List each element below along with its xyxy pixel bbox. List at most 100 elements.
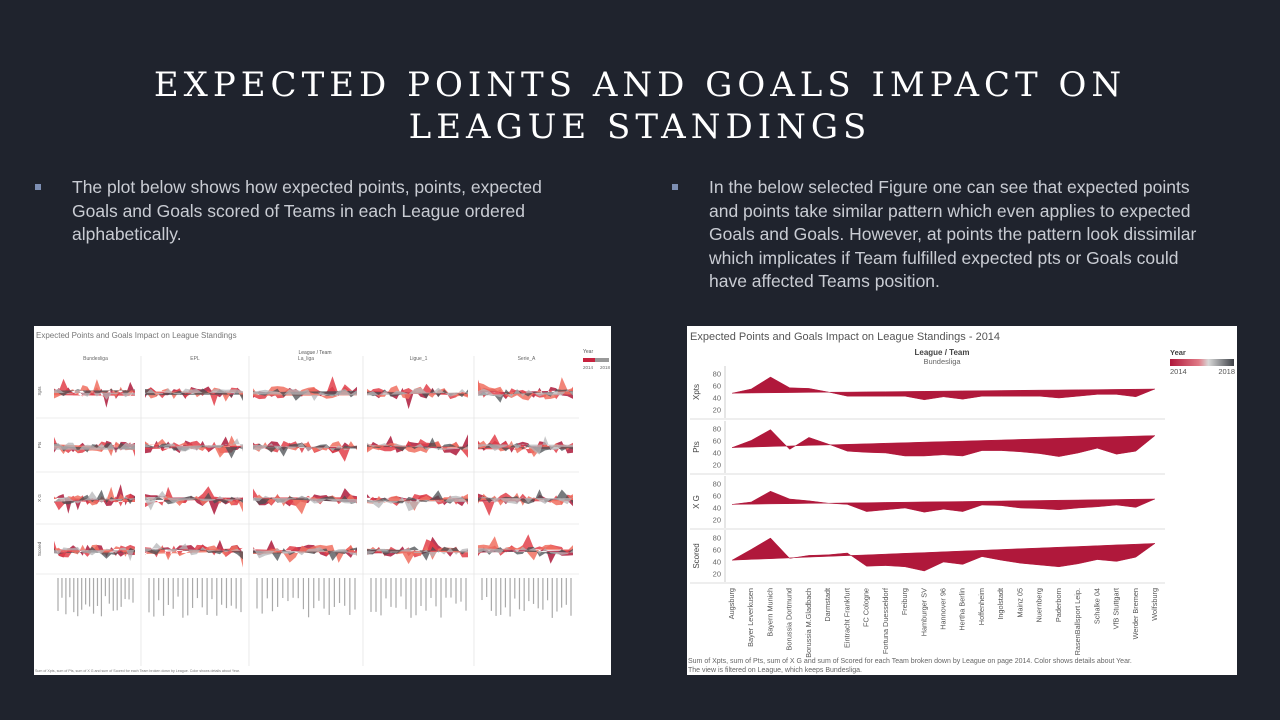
bullet-right: In the below selected Figure one can see… — [672, 176, 1214, 294]
overview-area-mark — [478, 492, 573, 506]
overview-area-mark — [478, 545, 573, 564]
overview-area-mark — [253, 544, 357, 563]
y-tick-label: 80 — [713, 480, 721, 489]
x-tick-label: Darmstadt — [823, 588, 832, 622]
y-tick-label: 20 — [713, 570, 721, 579]
overview-row-label: Scored — [37, 541, 42, 556]
overview-row-label: X G — [37, 494, 42, 502]
y-tick-label: 80 — [713, 425, 721, 434]
x-tick-label: Augsburg — [727, 588, 736, 619]
overview-area-mark — [145, 387, 243, 407]
overview-area-mark — [54, 544, 135, 557]
overview-area-mark — [478, 377, 573, 401]
bullet-right-text: In the below selected Figure one can see… — [709, 177, 1197, 291]
x-tick-label: Freiburg — [900, 588, 909, 615]
overview-area-mark — [253, 547, 357, 562]
chart-footer-line2: The view is filtered on League, which ke… — [688, 667, 862, 674]
overview-area-mark — [145, 494, 243, 515]
overview-row-label: Xpts — [37, 386, 42, 396]
overview-area-mark — [253, 547, 357, 559]
league-overview-chart[interactable]: Expected Points and Goals Impact on Leag… — [34, 326, 611, 675]
y-tick-label: 40 — [713, 394, 721, 403]
legend-title: Year — [1170, 348, 1186, 357]
y-tick-label: 20 — [713, 406, 721, 415]
bullet-marker — [672, 184, 678, 190]
overview-area-mark — [145, 388, 243, 395]
y-tick-label: 40 — [713, 504, 721, 513]
overview-area-mark — [478, 536, 573, 561]
y-tick-label: 40 — [713, 558, 721, 567]
overview-area-mark — [145, 443, 243, 459]
overview-area-mark — [253, 442, 357, 457]
overview-area-mark — [54, 442, 135, 452]
slide-title-line2: LEAGUE STANDINGS — [408, 107, 872, 147]
x-tick-label: Paderborn — [1054, 588, 1063, 622]
x-tick-label: Ingolstadt — [996, 588, 1005, 620]
area-series-scored — [731, 537, 1156, 572]
chart-header: League / Team — [915, 348, 970, 357]
overview-area-mark — [145, 438, 243, 452]
overview-league-label: La_liga — [298, 356, 314, 362]
x-tick-label: VfB Stuttgart — [1112, 588, 1121, 629]
overview-area-mark — [367, 495, 468, 512]
y-tick-label: 20 — [713, 516, 721, 525]
overview-league-label: Bundesliga — [83, 356, 108, 362]
x-tick-label: Eintracht Frankfurt — [842, 588, 851, 648]
overview-league-label: EPL — [190, 356, 200, 362]
x-tick-label: Bayern Munich — [765, 588, 774, 637]
x-tick-label: Hertha Berlin — [958, 588, 967, 631]
x-tick-label: Hamburger SV — [919, 588, 928, 636]
overview-area-mark — [367, 545, 468, 565]
x-tick-label: Schalke 04 — [1092, 588, 1101, 624]
x-tick-label: Borussia Dortmund — [785, 588, 794, 650]
bundesliga-2014-chart[interactable]: Expected Points and Goals Impact on Leag… — [687, 326, 1237, 675]
overview-legend-bar — [583, 358, 609, 362]
chart-league-label: Bundesliga — [923, 357, 961, 366]
overview-area-mark — [367, 494, 468, 506]
chart-title: Expected Points and Goals Impact on Leag… — [690, 331, 1000, 343]
bullet-left-text: The plot below shows how expected points… — [72, 177, 542, 244]
overview-area-mark — [253, 495, 357, 504]
overview-area-mark — [367, 546, 468, 561]
overview-legend-title: Year — [583, 349, 593, 355]
y-tick-label: 80 — [713, 534, 721, 543]
overview-area-mark — [253, 376, 357, 400]
overview-legend-bar-red — [583, 358, 595, 362]
overview-row-label: Pts — [37, 441, 42, 448]
overview-area-mark — [478, 496, 573, 505]
x-tick-label: Hoffenheim — [977, 588, 986, 625]
y-tick-label: 60 — [713, 546, 721, 555]
row-label-scored: Scored — [692, 543, 701, 568]
overview-league-label: Serie_A — [518, 356, 536, 362]
overview-area-mark — [367, 439, 468, 458]
overview-area-mark — [54, 486, 135, 506]
overview-league-label: Ligue_1 — [410, 356, 428, 362]
overview-area-mark — [54, 491, 135, 504]
legend-min-label: 2014 — [1170, 367, 1187, 376]
y-tick-label: 60 — [713, 437, 721, 446]
x-tick-label: Borussia M.Gladbach — [804, 588, 813, 658]
x-tick-label: Hannover 96 — [939, 588, 948, 630]
overview-area-mark — [145, 545, 243, 568]
area-series-pts — [731, 429, 1156, 457]
x-tick-label: Fortuna Duesseldorf — [881, 587, 890, 654]
overview-area-mark — [478, 440, 573, 454]
overview-title: Expected Points and Goals Impact on Leag… — [36, 331, 237, 340]
x-tick-label: Werder Bremen — [1131, 588, 1140, 639]
overview-area-mark — [253, 389, 357, 401]
bundesliga-2014-svg: Expected Points and Goals Impact on Leag… — [688, 331, 1235, 674]
overview-header: League / Team — [299, 350, 332, 356]
x-tick-label: FC Cologne — [862, 588, 871, 627]
overview-area-mark — [54, 388, 135, 397]
overview-area-mark — [367, 547, 468, 558]
overview-footer: Sum of Xpts, sum of Pts, sum of X G and … — [35, 669, 240, 673]
overview-area-mark — [367, 437, 468, 451]
overview-area-mark — [478, 386, 573, 400]
row-label-xg: X G — [692, 495, 701, 509]
slide-title: EXPECTED POINTS AND GOALS IMPACT ON LEAG… — [0, 64, 1280, 148]
overview-area-mark — [54, 388, 135, 400]
overview-area-mark — [145, 490, 243, 511]
overview-area-mark — [253, 440, 357, 462]
y-tick-label: 60 — [713, 492, 721, 501]
overview-area-mark — [367, 388, 468, 399]
